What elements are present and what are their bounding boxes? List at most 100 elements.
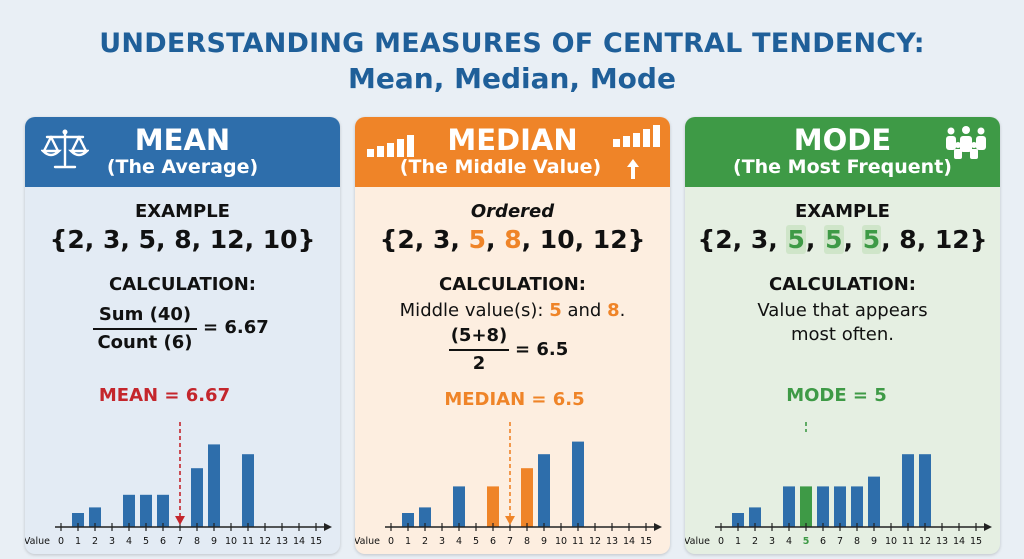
x-tick-label: 14	[953, 536, 965, 547]
balance-scale-icon	[41, 129, 89, 169]
x-axis-arrow	[654, 523, 662, 531]
x-axis-arrow	[984, 523, 992, 531]
median-middle-values: Middle value(s): 5 and 8.	[399, 300, 626, 321]
chart-bar	[783, 486, 795, 527]
marker-arrow	[505, 516, 515, 525]
x-tick-label: 0	[58, 536, 64, 547]
x-tick-label: 11	[572, 536, 584, 547]
x-tick-label: 6	[160, 536, 166, 547]
x-tick-label: 7	[177, 536, 183, 547]
x-tick-label: 4	[456, 536, 462, 547]
median-marker-label: MEDIAN = 6.5	[444, 389, 585, 410]
mean-calculation-label: CALCULATION:	[109, 274, 256, 295]
x-tick-label: 6	[820, 536, 826, 547]
page-subtitle: Mean, Median, Mode	[348, 62, 676, 95]
fraction-line	[93, 328, 197, 330]
people-group-icon	[946, 126, 986, 159]
chart-bar	[72, 513, 84, 527]
x-tick-label: 2	[92, 536, 98, 547]
x-tick-label: 15	[310, 536, 322, 547]
chart-bar	[902, 454, 914, 527]
chart-bar	[140, 494, 152, 527]
chart-bar	[89, 507, 101, 527]
mode-example-set: {2, 3, 5, 5, 5, 8, 12}	[697, 225, 988, 254]
x-tick-label: 15	[970, 536, 982, 547]
chart-bar	[572, 441, 584, 527]
median-heading: MEDIAN	[447, 123, 578, 157]
x-axis-label: Value	[685, 536, 710, 547]
x-tick-label: 12	[589, 536, 601, 547]
mean-heading: MEAN	[134, 123, 231, 157]
up-arrow-icon	[627, 159, 639, 179]
mean-panel: MEAN (The Average) EXAMPLE {2, 3, 5, 8, …	[25, 117, 340, 554]
x-tick-label: 0	[388, 536, 394, 547]
x-tick-label: 9	[871, 536, 877, 547]
x-tick-label: 10	[225, 536, 237, 547]
chart-bar	[242, 454, 254, 527]
x-tick-label: 0	[718, 536, 724, 547]
mode-calculation-label: CALCULATION:	[769, 274, 916, 295]
x-tick-label: 9	[541, 536, 547, 547]
x-tick-label: 15	[640, 536, 652, 547]
median-calculation-label: CALCULATION:	[439, 274, 586, 295]
chart-bar	[157, 494, 169, 527]
x-axis-label: Value	[355, 536, 380, 547]
x-tick-label: 11	[902, 536, 914, 547]
mean-result: = 6.67	[203, 317, 269, 338]
mode-marker-label: MODE = 5	[786, 385, 887, 406]
x-tick-label: 10	[885, 536, 897, 547]
x-tick-label: 1	[735, 536, 741, 547]
x-tick-label: 8	[524, 536, 530, 547]
x-tick-label: 14	[293, 536, 305, 547]
x-axis-arrow	[324, 523, 332, 531]
x-tick-label: 6	[490, 536, 496, 547]
mode-example-label: EXAMPLE	[795, 201, 890, 222]
x-tick-label: 1	[405, 536, 411, 547]
median-subheading: (The Middle Value)	[399, 156, 602, 178]
mode-description-line2: most often.	[791, 324, 894, 345]
chart-bar	[208, 444, 220, 527]
page-title: UNDERSTANDING MEASURES OF CENTRAL TENDEN…	[99, 28, 925, 59]
x-tick-label: 5	[143, 536, 149, 547]
chart-bar	[419, 507, 431, 527]
median-example-set: {2, 3, 5, 8, 10, 12}	[379, 225, 646, 254]
x-tick-label: 7	[837, 536, 843, 547]
x-tick-label: 8	[194, 536, 200, 547]
median-panel: MEDIAN (The Middle Value) Ordered {2, 3,…	[355, 117, 670, 554]
mean-marker-label: MEAN = 6.67	[98, 385, 231, 406]
x-tick-label: 12	[259, 536, 271, 547]
median-denominator: 2	[472, 353, 486, 374]
x-tick-label: 3	[109, 536, 115, 547]
x-tick-label: 2	[422, 536, 428, 547]
chart-bar	[453, 486, 465, 527]
x-tick-label: 13	[606, 536, 618, 547]
x-tick-label: 12	[919, 536, 931, 547]
x-axis-label: Value	[25, 536, 50, 547]
median-example-label: Ordered	[470, 201, 555, 222]
mode-description-line1: Value that appears	[757, 300, 928, 321]
fraction-line	[449, 349, 509, 351]
mode-header: MODE (The Most Frequent)	[685, 117, 1000, 187]
x-tick-label: 5	[473, 536, 479, 547]
x-tick-label: 5	[803, 536, 810, 547]
chart-bar	[919, 454, 931, 527]
chart-bar	[538, 454, 550, 527]
median-result: = 6.5	[515, 339, 569, 360]
chart-bar	[123, 494, 135, 527]
mode-panel: MODE (The Most Frequent) EXAMPLE {2, 3, …	[685, 117, 1000, 554]
mean-subheading: (The Average)	[106, 156, 259, 178]
x-tick-label: 8	[854, 536, 860, 547]
x-tick-label: 1	[75, 536, 81, 547]
mean-denominator: Count (6)	[97, 332, 193, 353]
chart-bar	[800, 486, 812, 527]
chart-bar	[851, 486, 863, 527]
x-tick-label: 3	[769, 536, 775, 547]
mean-example-label: EXAMPLE	[135, 201, 230, 222]
ascending-bars-icon	[367, 135, 414, 157]
x-tick-label: 2	[752, 536, 758, 547]
x-tick-label: 4	[786, 536, 792, 547]
marker-arrow	[175, 516, 185, 525]
